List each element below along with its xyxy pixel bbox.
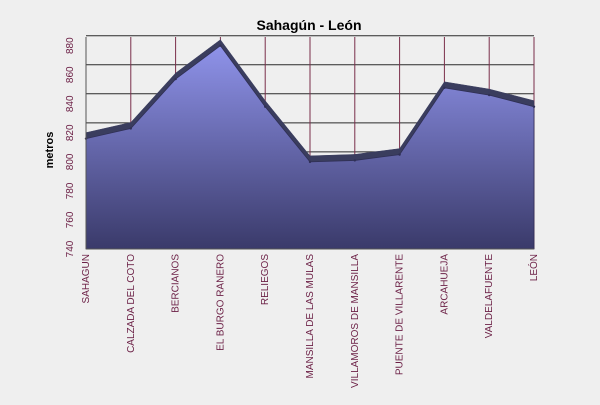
y-axis-label: metros — [44, 132, 56, 169]
area-series — [85, 45, 535, 250]
y-tick-label: 820 — [65, 124, 76, 141]
x-tick-label: VALDELAFUENTE — [484, 254, 495, 339]
data-point — [308, 160, 312, 164]
data-point — [264, 105, 267, 108]
x-tick-label: LEÓN — [527, 254, 540, 281]
data-point — [532, 105, 536, 108]
y-tick-label: 800 — [65, 153, 76, 170]
data-point — [398, 153, 401, 156]
x-tick-label: EL BURGO RANERO — [215, 254, 226, 351]
data-point — [219, 44, 222, 47]
y-tick-label: 880 — [65, 37, 76, 54]
x-tick-label: VILLAMOROS DE MANSILLA — [350, 254, 361, 388]
x-tick-label: CALZADA DEL COTO — [126, 254, 137, 353]
chart-title: Sahagún - León — [257, 17, 362, 33]
x-tick-label: ARCAHUEJA — [439, 254, 450, 315]
x-tick-label: MANSILLA DE LAS MULAS — [305, 254, 316, 379]
data-point — [174, 77, 177, 81]
data-point — [488, 93, 491, 97]
y-tick-label: 760 — [65, 211, 76, 228]
data-point — [129, 127, 132, 130]
y-tick-label: 840 — [65, 95, 76, 112]
y-tick-label: 740 — [65, 240, 76, 257]
data-point — [443, 86, 446, 90]
y-tick-label: 780 — [65, 182, 76, 199]
x-tick-label: PUENTE DE VILLARENTE — [395, 254, 406, 375]
x-tick-label: BERCIANOS — [171, 254, 182, 313]
y-tick-label: 860 — [65, 66, 76, 83]
data-point — [353, 159, 356, 162]
plot-area: 740 760 780 800 820 840 860 880 SAHAGUN CALZADA D… — [65, 35, 540, 388]
x-tick-label: SAHAGUN — [81, 254, 92, 303]
x-tick-label: RELIEGOS — [260, 254, 271, 305]
